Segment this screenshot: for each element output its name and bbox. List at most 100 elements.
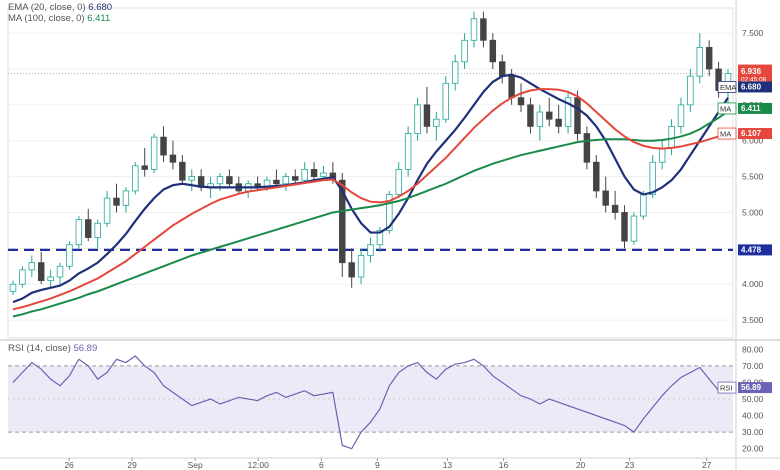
candle-body [216, 176, 224, 185]
candle-body [339, 179, 346, 264]
time-tick-label: 13 [443, 460, 453, 470]
legend-ma-value: 6.411 [87, 13, 111, 24]
candle-body [433, 118, 440, 127]
price-panel-frame [7, 7, 734, 339]
candle-body [66, 244, 73, 267]
candle-body [56, 265, 64, 278]
ma50-tag-label-bg [717, 127, 737, 140]
candle-body [113, 197, 120, 206]
ma100-tag-value: 6.411 [741, 104, 761, 113]
support-tag-value: 4.478 [741, 245, 762, 254]
price-tick-label: 3.500 [742, 315, 764, 325]
legend-ema-label: EMA (20, close, 0) [8, 2, 86, 13]
candle-body [423, 104, 431, 127]
support-tag-bg [738, 244, 772, 256]
candle-body [376, 229, 384, 246]
candle-body [555, 118, 562, 127]
candle-body [546, 111, 553, 120]
candle-body [160, 136, 167, 156]
moving-averages [12, 73, 729, 318]
time-tick-label: 12:00 [248, 460, 270, 470]
candle-body [489, 39, 497, 63]
candle-body [150, 136, 158, 170]
candle-body [19, 269, 26, 285]
legend-ema: EMA (20, close, 0) 6.680 [8, 2, 112, 13]
rsi-tick-label: 70.00 [742, 361, 764, 371]
candle-body [602, 190, 609, 206]
ma100-tag-bg [738, 102, 772, 114]
candle-body [461, 39, 468, 63]
rsi-tick-label: 40.00 [742, 411, 764, 421]
ma50-line [12, 88, 729, 311]
time-tick-label: 20 [576, 460, 586, 470]
ma50-tag-label: MA [720, 130, 731, 139]
axes: 7.5007.0006.5006.0005.5005.0004.5004.000… [64, 28, 763, 470]
candle-body [687, 75, 694, 106]
candle-body [122, 190, 130, 206]
ma50-tag-bg [738, 128, 772, 140]
rsi-tick-label: 30.00 [742, 427, 764, 437]
ma100-line [12, 110, 729, 318]
time-tick-label: 29 [127, 460, 137, 470]
candle-body [640, 194, 647, 217]
ma100-tag-label: MA [720, 104, 731, 113]
candle-body [357, 255, 365, 278]
price-tick-label: 6.000 [742, 136, 764, 146]
candle-body [527, 104, 534, 127]
candle-body [705, 47, 713, 70]
price-tick-label: 7.500 [742, 28, 764, 38]
candle-body [498, 61, 506, 77]
time-tick-label: 27 [702, 460, 712, 470]
legend-ma-label: MA (100, close, 0) [8, 13, 85, 24]
last-price-tag-bg [738, 64, 772, 83]
candle-body [282, 176, 290, 185]
candle-body [480, 18, 487, 41]
candle-body [226, 176, 233, 185]
last-price-tag-value: 6.936 [741, 67, 762, 76]
support-tag: 4.478 [738, 244, 772, 256]
candle-body [301, 169, 308, 181]
candle-body [611, 204, 619, 213]
legend-rsi-label: RSI (14, close) [8, 343, 71, 354]
candle-body [75, 219, 83, 246]
rsi-tag: 56.89 RSI [717, 381, 772, 394]
candle-body [470, 18, 478, 41]
candle-body [404, 133, 412, 170]
candle-body [536, 111, 544, 127]
time-tick-label: 6 [319, 460, 324, 470]
price-tick-label: 5.000 [742, 207, 764, 217]
candle-body [188, 176, 195, 181]
candle-body [9, 283, 17, 292]
time-tick-label: Sep [188, 460, 203, 470]
ma100-tag-label-bg [717, 102, 737, 115]
candle-body [320, 172, 327, 177]
time-tick-label: 26 [64, 460, 74, 470]
candle-body [414, 104, 421, 134]
ema-tag-label-bg [717, 81, 737, 93]
rsi-tag-label: RSI [720, 384, 733, 393]
candle-body [508, 75, 515, 99]
candle-body [94, 222, 101, 238]
ema-tag: 6.680 EMA [717, 81, 772, 93]
candle-body [574, 97, 581, 134]
ema-tag-label: EMA [720, 83, 736, 92]
legend-rsi: RSI (14, close) 56.89 [8, 343, 97, 354]
candle-body [386, 194, 393, 231]
ma50-tag-value: 6.107 [741, 129, 762, 138]
legend-rsi-value: 56.89 [73, 343, 98, 354]
rsi-tag-value: 56.89 [741, 383, 762, 392]
ma100-tag: 6.411 MA [717, 102, 772, 115]
candle-body [649, 161, 656, 195]
last-price-tag-sub: 02:45:08 [741, 77, 767, 84]
time-tick-label: 9 [375, 460, 380, 470]
rsi-tick-label: 50.00 [742, 394, 764, 404]
candle-body [630, 215, 638, 242]
rsi-panel [8, 355, 733, 450]
candle-body [310, 169, 318, 177]
ema-line [12, 73, 729, 304]
candle-body [395, 169, 402, 195]
candle-body [141, 165, 148, 170]
